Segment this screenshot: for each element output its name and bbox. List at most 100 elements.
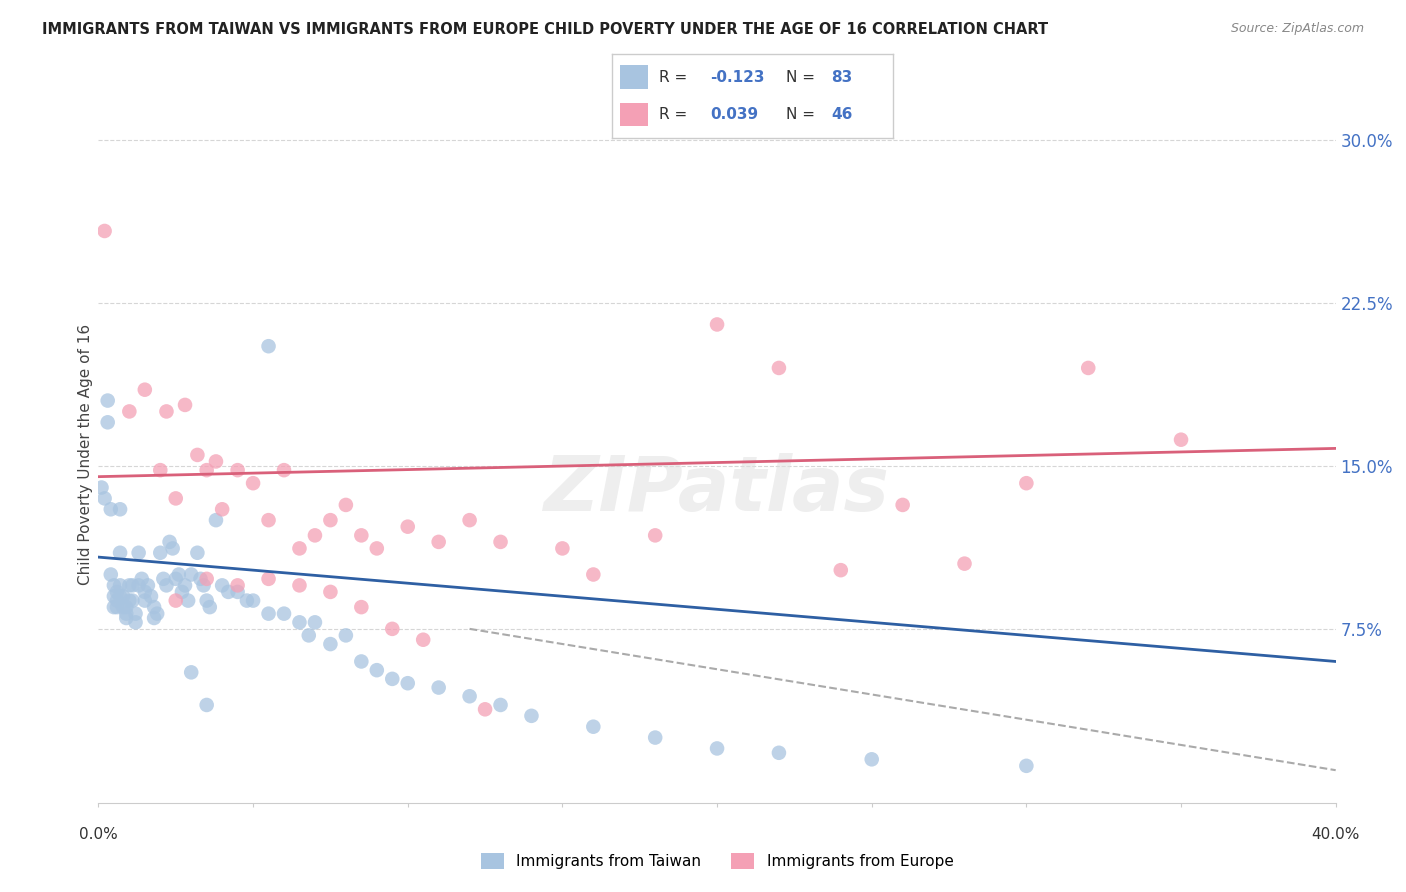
Point <box>644 528 666 542</box>
Point <box>211 578 233 592</box>
Point <box>118 593 141 607</box>
Point <box>149 463 172 477</box>
Point <box>891 498 914 512</box>
Y-axis label: Child Poverty Under the Age of 16: Child Poverty Under the Age of 16 <box>77 325 93 585</box>
Point <box>97 393 120 408</box>
Point <box>174 398 197 412</box>
Point <box>165 491 187 506</box>
Point <box>350 600 373 615</box>
Point <box>103 578 125 592</box>
Point <box>644 731 666 745</box>
Point <box>108 578 131 592</box>
Point <box>152 572 174 586</box>
Point <box>474 702 496 716</box>
Point <box>226 463 249 477</box>
Point <box>124 615 146 630</box>
Text: N =: N = <box>786 70 820 85</box>
Point <box>350 528 373 542</box>
Point <box>319 513 342 527</box>
Text: R =: R = <box>659 107 693 122</box>
Point <box>121 593 143 607</box>
Point <box>458 513 481 527</box>
Point <box>165 593 187 607</box>
Point <box>257 572 280 586</box>
Point <box>143 600 166 615</box>
Point <box>103 600 125 615</box>
Point <box>489 698 512 712</box>
Point <box>226 585 249 599</box>
Point <box>458 690 481 704</box>
Point <box>108 502 131 516</box>
Point <box>489 534 512 549</box>
Point <box>170 585 193 599</box>
Point <box>121 578 143 592</box>
Point <box>159 534 181 549</box>
Point <box>105 585 128 599</box>
Point <box>128 546 150 560</box>
Point <box>582 567 605 582</box>
Point <box>288 615 311 630</box>
Point <box>304 615 326 630</box>
Point <box>108 546 131 560</box>
Point <box>155 578 177 592</box>
Text: 83: 83 <box>831 70 852 85</box>
Point <box>427 534 450 549</box>
Point <box>217 585 239 599</box>
Point <box>768 746 790 760</box>
Text: 0.0%: 0.0% <box>79 827 118 842</box>
Point <box>335 628 357 642</box>
Text: N =: N = <box>786 107 820 122</box>
Text: 40.0%: 40.0% <box>1312 827 1360 842</box>
Point <box>706 318 728 332</box>
Point <box>155 404 177 418</box>
Point <box>93 491 115 506</box>
Text: ZIPatlas: ZIPatlas <box>544 453 890 526</box>
Point <box>186 546 208 560</box>
Point <box>706 741 728 756</box>
Point <box>195 698 218 712</box>
Point <box>134 585 156 599</box>
Point <box>860 752 883 766</box>
Point <box>134 383 156 397</box>
Point <box>1170 433 1192 447</box>
Point <box>118 578 141 592</box>
Text: IMMIGRANTS FROM TAIWAN VS IMMIGRANTS FROM EUROPE CHILD POVERTY UNDER THE AGE OF : IMMIGRANTS FROM TAIWAN VS IMMIGRANTS FRO… <box>42 22 1049 37</box>
Point <box>195 572 218 586</box>
Point <box>90 481 112 495</box>
Point <box>134 593 156 607</box>
Point <box>366 541 388 556</box>
Point <box>136 578 159 592</box>
Point <box>257 607 280 621</box>
Point <box>304 528 326 542</box>
Text: Source: ZipAtlas.com: Source: ZipAtlas.com <box>1230 22 1364 36</box>
Point <box>100 567 122 582</box>
Text: 0.039: 0.039 <box>710 107 758 122</box>
Point <box>381 622 404 636</box>
Point <box>582 720 605 734</box>
Point <box>149 546 172 560</box>
Point <box>180 567 202 582</box>
Point <box>366 663 388 677</box>
Point <box>165 572 187 586</box>
Point <box>128 578 150 592</box>
Point <box>93 224 115 238</box>
Point <box>288 541 311 556</box>
Point <box>298 628 321 642</box>
Point <box>105 600 128 615</box>
Point <box>830 563 852 577</box>
Point <box>288 578 311 592</box>
Text: R =: R = <box>659 70 693 85</box>
Point <box>319 637 342 651</box>
Legend: Immigrants from Taiwan, Immigrants from Europe: Immigrants from Taiwan, Immigrants from … <box>475 847 959 875</box>
Point <box>257 339 280 353</box>
Point <box>319 585 342 599</box>
Point <box>115 600 138 615</box>
Bar <box>620 103 648 127</box>
Point <box>350 655 373 669</box>
Point <box>273 607 295 621</box>
Point <box>1015 759 1038 773</box>
Point <box>195 593 218 607</box>
Point <box>174 578 197 592</box>
Point <box>193 578 215 592</box>
Point <box>381 672 404 686</box>
